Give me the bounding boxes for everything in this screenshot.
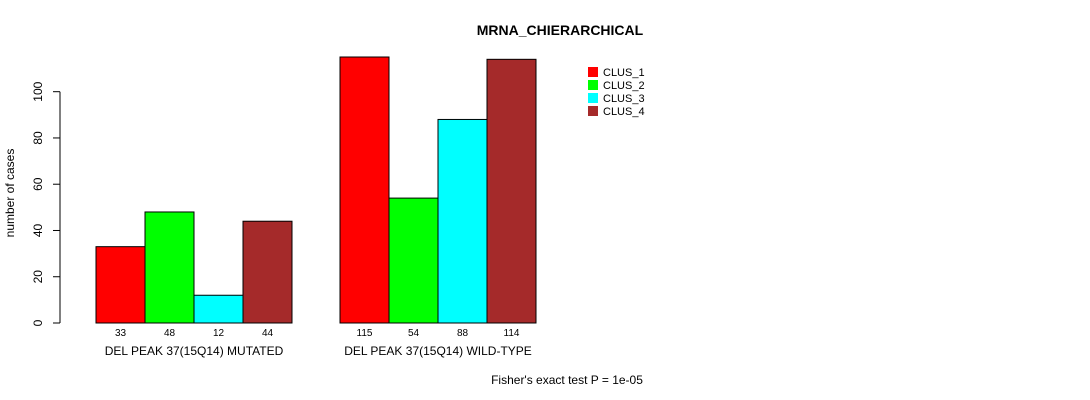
y-tick-label: 60: [31, 177, 45, 191]
bar-clus-1-wild-type: [339, 56, 390, 324]
legend-swatch: [588, 80, 598, 90]
bars-group: [95, 56, 537, 324]
legend-label: CLUS_2: [603, 80, 645, 92]
legend-label: CLUS_3: [603, 93, 645, 105]
y-axis: 0 20 40 60 80 100: [31, 81, 61, 326]
bar-value-label: 88: [457, 328, 469, 339]
bar-value-label: 114: [504, 328, 520, 339]
bar-clus-3-mutated: [193, 294, 244, 324]
legend-label: CLUS_1: [603, 67, 645, 79]
group-label: DEL PEAK 37(15Q14) MUTATED: [105, 344, 284, 358]
bar-clus-3-wild-type: [437, 118, 488, 324]
legend-swatch: [588, 67, 598, 77]
y-axis-label: number of cases: [3, 149, 17, 238]
group-labels: DEL PEAK 37(15Q14) MUTATED DEL PEAK 37(15…: [105, 344, 532, 358]
bar-clus-4-mutated: [242, 220, 293, 324]
group-label: DEL PEAK 37(15Q14) WILD-TYPE: [344, 344, 532, 358]
bar-clus-1-mutated: [95, 246, 146, 324]
bar-value-label: 44: [262, 328, 274, 339]
bar-value-label: 12: [213, 328, 225, 339]
bar-clus-2-wild-type: [388, 197, 439, 324]
y-tick-label: 20: [31, 270, 45, 284]
y-tick-label: 40: [31, 223, 45, 237]
bar-value-label: 33: [115, 328, 127, 339]
bar-value-label: 115: [357, 328, 373, 339]
legend-label: CLUS_4: [603, 106, 645, 118]
y-tick-label: 80: [31, 131, 45, 145]
legend-swatch: [588, 106, 598, 116]
chart-title: MRNA_CHIERARCHICAL: [477, 22, 644, 38]
bar-clus-2-mutated: [144, 211, 195, 324]
bar-value-label: 48: [164, 328, 176, 339]
bar-clus-4-wild-type: [486, 58, 537, 324]
y-tick-label: 100: [31, 81, 45, 101]
legend-swatch: [588, 93, 598, 103]
footnote: Fisher's exact test P = 1e-05: [491, 373, 643, 387]
y-tick-label: 0: [31, 319, 45, 326]
bar-value-labels: 33 48 12 44 115 54 88 114: [115, 328, 520, 339]
bar-value-label: 54: [408, 328, 420, 339]
